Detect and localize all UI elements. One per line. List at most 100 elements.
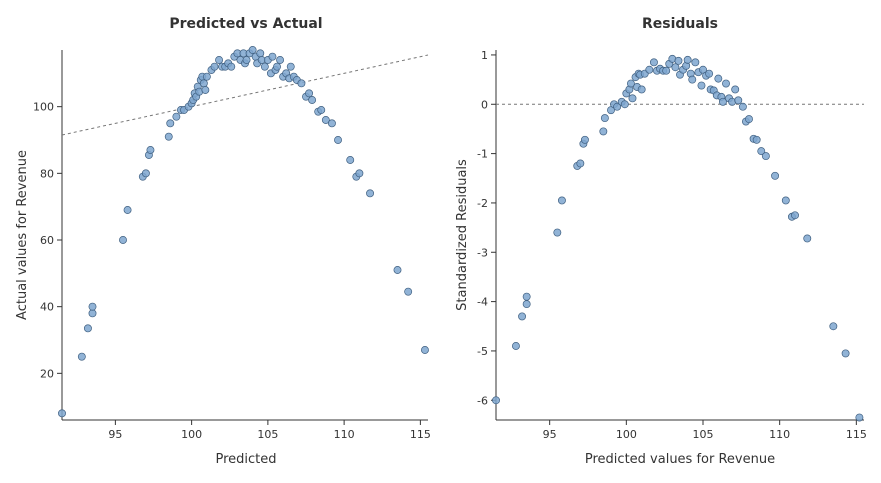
scatter-point bbox=[334, 136, 342, 144]
scatter-point bbox=[210, 62, 219, 71]
scatter-point bbox=[146, 146, 155, 154]
y-tick-label: 60 bbox=[40, 234, 54, 247]
scatter-point bbox=[620, 100, 629, 109]
scatter-point bbox=[346, 156, 355, 164]
scatter-point bbox=[557, 196, 566, 205]
x-tick-label: 95 bbox=[108, 428, 122, 441]
scatter-point bbox=[613, 102, 622, 111]
scatter-point bbox=[522, 300, 531, 309]
scatter-point bbox=[745, 115, 753, 124]
scatter-point bbox=[201, 86, 210, 94]
scatter-point bbox=[855, 413, 864, 422]
scatter-point bbox=[317, 106, 326, 114]
y-tick-label: 100 bbox=[33, 101, 54, 114]
scatter-point bbox=[791, 211, 799, 220]
scatter-point bbox=[215, 56, 224, 64]
scatter-point bbox=[628, 94, 637, 103]
scatter-point bbox=[722, 79, 730, 88]
scatter-point bbox=[321, 116, 330, 124]
x-axis-label-predicted: Predicted bbox=[215, 452, 276, 467]
scatter-point bbox=[492, 396, 500, 405]
scatter-point bbox=[697, 81, 706, 90]
scatter-point bbox=[199, 79, 208, 88]
scatter-point bbox=[308, 96, 317, 104]
predicted-vs-actual-panel: Predicted vs Actual Predicted Actual val… bbox=[15, 16, 431, 467]
scatter-point bbox=[404, 287, 413, 296]
scatter-point bbox=[714, 74, 723, 83]
scatter-point bbox=[227, 62, 236, 71]
scatter-point bbox=[683, 55, 692, 64]
x-tick-label: 100 bbox=[181, 428, 202, 441]
scatter-point bbox=[781, 196, 790, 205]
scatter-point bbox=[576, 159, 585, 168]
scatter-point bbox=[761, 152, 770, 161]
scatter-point bbox=[522, 292, 531, 301]
x-tick-label: 100 bbox=[616, 428, 637, 441]
scatter-point bbox=[256, 49, 265, 58]
scatter-point bbox=[123, 206, 132, 214]
scatter-point bbox=[731, 85, 740, 94]
y-tick-label: 40 bbox=[40, 301, 54, 314]
x-axis-label-predicted-revenue: Predicted values for Revenue bbox=[585, 452, 775, 467]
scatter-point bbox=[260, 62, 269, 71]
scatter-point bbox=[688, 75, 697, 84]
scatter-point bbox=[829, 322, 838, 331]
chart-title-predicted-vs-actual: Predicted vs Actual bbox=[169, 16, 322, 32]
y-axis-label-standardized-residuals: Standardized Residuals bbox=[455, 159, 470, 311]
scatter-point bbox=[738, 102, 747, 111]
x-tick-label: 110 bbox=[334, 428, 355, 441]
scatter-point bbox=[276, 56, 285, 64]
scatter-point bbox=[734, 96, 743, 105]
scatter-point bbox=[273, 62, 281, 71]
scatter-point bbox=[705, 69, 714, 78]
scatter-point bbox=[645, 65, 654, 74]
scatter-point bbox=[77, 352, 86, 361]
scatter-point bbox=[286, 62, 295, 71]
scatter-point bbox=[674, 56, 683, 65]
y-tick-label: -6 bbox=[477, 394, 488, 407]
identity-reference-line bbox=[61, 54, 429, 136]
scatter-point bbox=[164, 132, 173, 141]
scatter-point bbox=[83, 324, 92, 333]
y-tick-label: -1 bbox=[477, 148, 488, 161]
scatter-point bbox=[637, 85, 646, 94]
scatter-point bbox=[580, 135, 589, 144]
scatter-point bbox=[366, 189, 374, 198]
scatter-point bbox=[393, 266, 402, 274]
y-axis-label-actual-revenue: Actual values for Revenue bbox=[15, 150, 30, 320]
scatter-point bbox=[355, 169, 364, 178]
y-tick-label: -3 bbox=[477, 246, 488, 259]
scatter-point bbox=[172, 112, 181, 121]
scatter-point bbox=[752, 135, 761, 144]
scatter-point bbox=[626, 79, 635, 88]
scatter-point bbox=[119, 236, 127, 244]
scatter-point bbox=[671, 63, 680, 72]
scatter-point bbox=[518, 312, 527, 321]
scatter-point bbox=[649, 58, 658, 67]
scatter-point bbox=[841, 349, 850, 358]
y-tick-label: -5 bbox=[477, 345, 488, 358]
chart-title-residuals: Residuals bbox=[642, 16, 718, 32]
scatter-point bbox=[662, 66, 671, 75]
scatter-point bbox=[803, 234, 812, 243]
y-tick-label: -2 bbox=[477, 197, 488, 210]
y-tick-label: 20 bbox=[40, 367, 54, 380]
scatter-point bbox=[718, 97, 727, 106]
x-tick-label: 110 bbox=[769, 428, 790, 441]
scatter-point bbox=[141, 169, 150, 178]
scatter-point bbox=[600, 114, 609, 123]
x-tick-label: 105 bbox=[257, 428, 278, 441]
y-tick-label: -4 bbox=[477, 296, 488, 309]
x-tick-label: 115 bbox=[846, 428, 867, 441]
y-tick-label: 80 bbox=[40, 167, 54, 180]
scatter-point bbox=[268, 52, 277, 61]
scatter-point bbox=[58, 409, 66, 418]
scatter-point bbox=[88, 309, 97, 318]
scatter-point bbox=[771, 171, 780, 180]
scatter-point bbox=[421, 346, 429, 354]
scatter-point bbox=[553, 228, 562, 237]
scatter-point bbox=[248, 46, 257, 54]
scatter-point bbox=[202, 72, 211, 81]
x-tick-label: 115 bbox=[410, 428, 431, 441]
